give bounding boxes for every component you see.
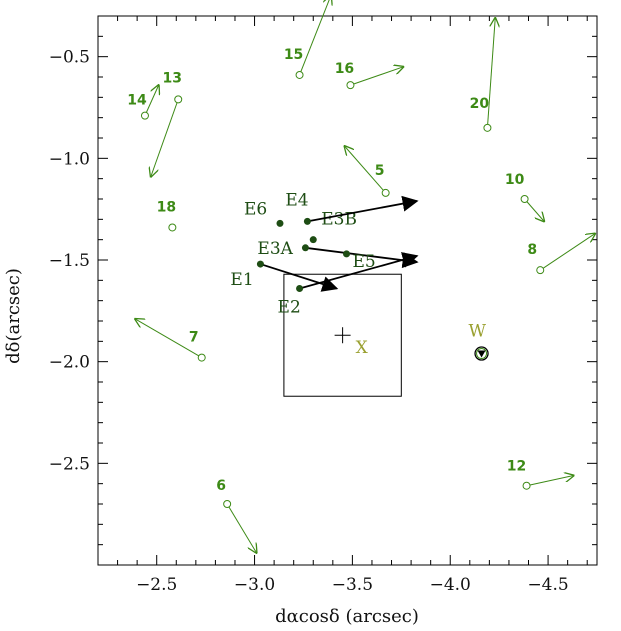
x-tick-label: −3.0 [234,575,275,595]
maser-motion-arrow [307,195,419,223]
field-star-label: 6 [216,478,226,494]
field-star-marker [381,188,390,197]
maser-label: E1 [230,270,253,290]
proper-motion-arrow [486,18,495,128]
field-star-marker [168,223,177,232]
y-tick-label: −1.5 [49,251,90,271]
field-star-label: 10 [505,172,525,188]
field-star-label: 15 [284,47,303,63]
field-star-label: 8 [527,242,537,258]
maser-motion-arrow [260,263,339,292]
maser-motion-arrow [299,252,419,290]
maser-marker [309,236,317,244]
proper-motion-arrow [524,198,545,221]
source-w-inner-ring [476,348,488,360]
field-star-marker [174,95,183,104]
field-star-marker [197,353,206,362]
maser-marker [256,260,264,268]
proper-motion-arrow [539,234,595,271]
proper-motion-arrow [350,67,403,86]
axis-ticks: −2.5 −3.0 −3.5 −4.0 −4.5 −0.5 −1.0 −1.5 −2.0 −2.5 [49,15,597,595]
source-x-label: X [356,338,369,358]
field-star-marker [140,111,149,120]
field-star-marker [536,266,545,275]
maser-marker [301,244,309,252]
x-tick-label: −4.0 [430,575,471,595]
proper-motion-arrow [226,503,256,553]
error-box [283,273,402,397]
proper-motion-arrow [135,319,202,359]
field-star-label: 5 [375,163,385,179]
field-star-label: 7 [189,330,199,346]
y-tick-label: −2.0 [49,353,90,373]
maser-label: E4 [285,190,308,210]
proper-motion-arrow [526,476,574,487]
plot-frame [97,15,598,566]
y-tick-label: −1.0 [49,149,90,169]
x-axis-title: dαcosδ (arcsec) [275,606,419,627]
source-w-label: W [469,322,487,342]
field-star-marker [295,70,304,79]
y-axis-title: dδ(arcsec) [3,268,24,364]
field-star-label: 12 [507,459,526,475]
field-star-label: 14 [127,93,147,109]
field-star-marker [522,481,531,490]
maser-label: E2 [278,297,301,317]
maser-marker [343,250,351,258]
sources-layer: XW [334,322,489,361]
maser-label: E3A [257,239,293,259]
maser-marker [296,284,304,292]
field-star-marker [223,500,232,508]
maser-label: E5 [353,252,376,272]
field-star-label: 16 [335,61,354,77]
x-tick-label: −3.5 [332,575,373,595]
field-star-marker [520,195,529,203]
y-tick-label: −2.5 [49,454,90,474]
source-w-marker [477,350,486,358]
x-tick-label: −2.5 [136,575,177,595]
maser-marker [276,219,284,227]
proper-motion-arrow [144,85,159,116]
error-box-layer [283,273,402,397]
maser-motion-arrow [305,246,419,269]
field-star-marker [483,123,492,132]
y-tick-label: −0.5 [49,48,90,68]
x-tick-label: −4.5 [527,575,568,595]
field-star-label: 13 [162,70,181,86]
field-star-marker [346,81,355,90]
maser-marker [303,217,311,225]
proper-motion-arrow [345,146,387,194]
maser-label: E6 [244,199,267,219]
field-stars-layer: 15 16 14 13 20 5 10 18 8 7 12 6 [127,0,595,553]
field-star-label: 20 [470,96,490,112]
field-star-label: 18 [157,199,176,215]
proper-motion-arrow [151,99,179,176]
proper-motion-arrow [299,0,331,76]
